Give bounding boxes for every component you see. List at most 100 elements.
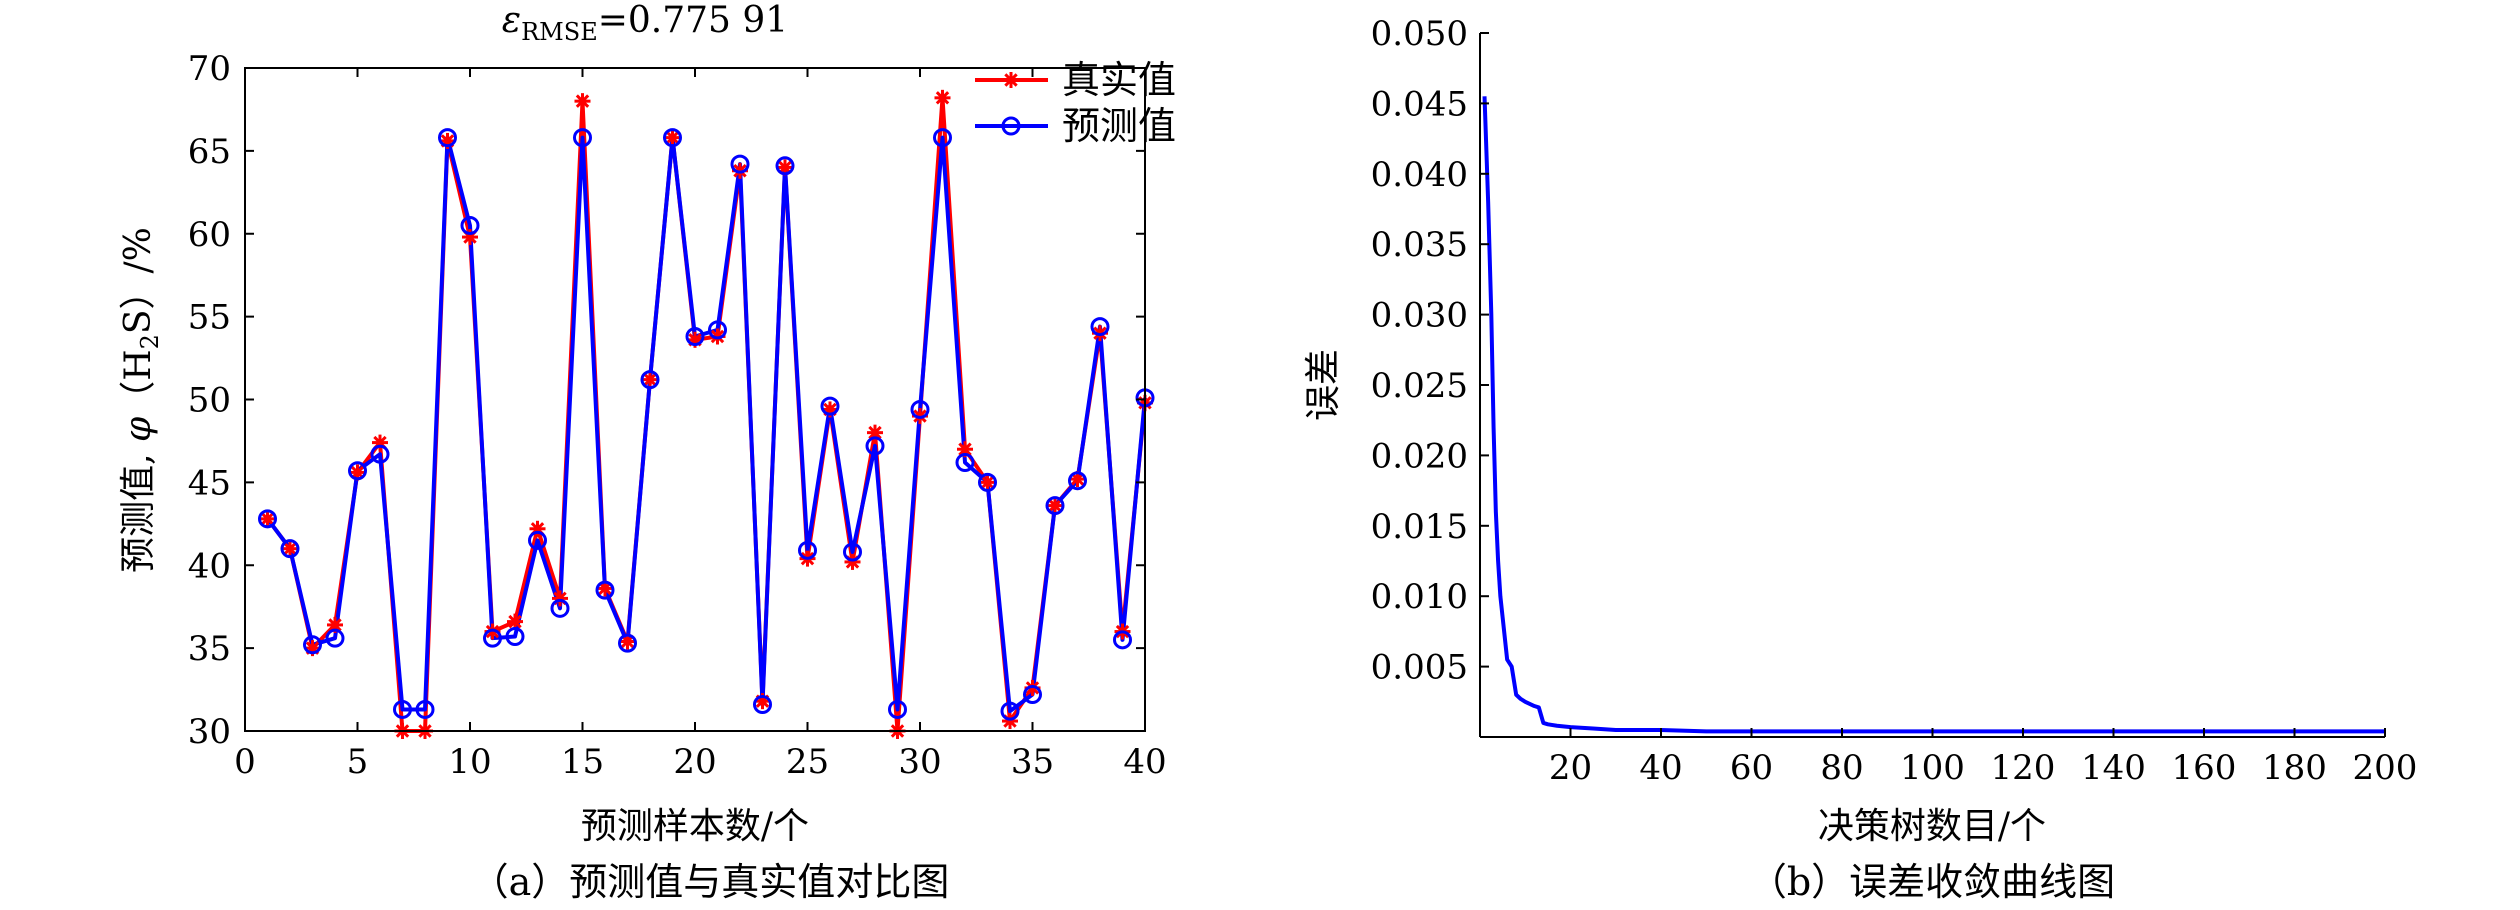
chart-a-ylabel: 预测值, φ（H2S）/% — [118, 227, 164, 573]
chart-a-x-tick-label: 10 — [448, 742, 491, 782]
chart-a-y-tick-label: 65 — [188, 132, 231, 172]
series-pred-point — [550, 598, 570, 618]
chart-a-y-tick-label: 40 — [188, 546, 231, 586]
chart-b-x-tick-label: 40 — [1639, 748, 1682, 788]
chart-b-y-tick-label: 0.045 — [1371, 84, 1468, 124]
series-pred-point — [573, 128, 592, 148]
series-pred-point — [1113, 630, 1132, 650]
series-pred-point — [1068, 471, 1087, 491]
chart-b-y-tick-label: 0.020 — [1371, 436, 1468, 476]
series-pred-point — [393, 699, 412, 719]
series-pred-point — [798, 540, 817, 560]
series-pred-point — [888, 699, 907, 719]
legend-marker-real — [1003, 72, 1019, 88]
chart-a-ylabel-part-3: （H — [118, 349, 159, 416]
chart-a-x-tick-label: 40 — [1123, 742, 1166, 782]
panel-a-chart: εRMSE=0.775 91 0 5 10 15 20 25 30 35 40 30 35 40 45 5… — [118, 0, 1176, 904]
chart-b-x-tick-label: 60 — [1730, 748, 1773, 788]
chart-a-ylabel-phi: φ — [118, 416, 159, 442]
series-real-point — [507, 613, 523, 630]
series-pred-point — [415, 699, 435, 719]
chart-b-y-tick-label: 0.040 — [1371, 155, 1468, 195]
chart-a-legend: 真实值 预测值 — [975, 58, 1176, 148]
chart-a-x-tick-label: 15 — [561, 742, 604, 782]
series-pred-point — [775, 156, 795, 176]
chart-a-y-tick-label: 35 — [188, 629, 231, 669]
chart-a-ylabel-part-5: S）/% — [118, 227, 159, 334]
series-pred-line — [265, 135, 1147, 714]
series-error-line — [1482, 96, 2385, 734]
chart-b-xlabel: 决策树数目/个 — [1818, 806, 2046, 847]
chart-b-y-tick-label: 0.015 — [1371, 507, 1468, 547]
series-pred-point — [1023, 685, 1042, 705]
legend-label-pred: 预测值 — [1062, 104, 1176, 148]
chart-a-y-tick-label: 50 — [188, 381, 231, 421]
chart-a-ylabel-sub-2: 2 — [136, 334, 164, 349]
chart-a-y-tick-label: 55 — [188, 298, 231, 338]
chart-a-title-subscript: RMSE — [521, 18, 598, 46]
chart-a-title: εRMSE=0.775 91 — [502, 0, 788, 46]
series-real-point — [574, 93, 591, 110]
series-pred-point — [595, 580, 615, 600]
chart-a-y-tick-label: 30 — [188, 712, 231, 752]
series-real-point — [1047, 497, 1063, 514]
chart-b-ylabel: 误差 — [1303, 349, 1344, 421]
chart-a-y-tick-label: 60 — [188, 215, 231, 255]
chart-a-x-tick-label: 25 — [786, 742, 829, 782]
series-pred-point — [1090, 317, 1110, 337]
chart-b-y-tick-label: 0.050 — [1371, 14, 1468, 54]
series-pred-point — [438, 128, 457, 148]
chart-b-x-tick-label: 100 — [1900, 748, 1965, 788]
series-real-point — [259, 510, 276, 527]
series-pred-point — [663, 128, 682, 148]
chart-b-caption: （b）误差收敛曲线图 — [1749, 860, 2115, 904]
chart-a-title-epsilon: ε — [502, 0, 521, 41]
series-pred-point — [1000, 701, 1020, 721]
chart-b-y-tick-label: 0.010 — [1371, 577, 1468, 617]
series-real-point — [934, 89, 951, 106]
series-pred-point — [955, 452, 975, 472]
chart-a-x-tick-label: 0 — [234, 742, 256, 782]
series-pred-point — [640, 370, 660, 390]
chart-b-y-tick-label: 0.030 — [1371, 296, 1468, 336]
chart-a-x-tick-label: 30 — [898, 742, 941, 782]
chart-b-y-tick-label: 0.035 — [1371, 225, 1468, 265]
series-real-point — [282, 540, 298, 557]
series-pred-point — [258, 509, 277, 529]
series-pred-point — [528, 530, 547, 550]
series-real-point — [979, 474, 996, 491]
series-pred-point — [708, 320, 727, 340]
series-pred-point — [910, 399, 930, 419]
chart-a-title-value: =0.775 91 — [598, 0, 788, 41]
panel-b-chart: 20 40 60 80 100 120 140 160 180 200 0.005 0.010 0.01… — [1303, 14, 2417, 904]
chart-b-x-tick-label: 140 — [2081, 748, 2146, 788]
series-pred-point — [280, 539, 300, 559]
chart-a-x-tick-label: 5 — [347, 742, 369, 782]
chart-b-x-tick-label: 120 — [1991, 748, 2056, 788]
chart-a-y-tick-label: 70 — [188, 49, 231, 89]
series-pred-point — [348, 461, 367, 481]
chart-a-plot-frame — [244, 67, 1146, 732]
series-pred-point — [325, 628, 345, 648]
series-pred-point — [685, 327, 705, 347]
series-pred-point — [978, 472, 997, 492]
series-pred-point — [753, 694, 772, 714]
chart-b-x-tick-label: 180 — [2262, 748, 2327, 788]
series-pred-point — [933, 128, 952, 148]
chart-a-y-tick-label: 45 — [188, 463, 231, 503]
series-pred-point — [820, 396, 840, 416]
legend-marker-real-asterisk — [1003, 72, 1019, 88]
legend-marker-pred — [1001, 116, 1021, 136]
chart-b-y-tick-label: 0.005 — [1371, 648, 1468, 688]
series-pred-point — [730, 154, 750, 174]
chart-b-x-tick-label: 160 — [2172, 748, 2237, 788]
series-real-point — [664, 129, 681, 146]
series-pred-point — [483, 628, 502, 648]
series-real-point — [642, 371, 658, 388]
series-pred-point — [303, 635, 322, 655]
series-pred-point — [370, 444, 390, 464]
chart-a-x-tick-label: 20 — [673, 742, 716, 782]
chart-b-x-tick-label: 80 — [1820, 748, 1863, 788]
chart-a-caption: （a）预测值与真实值对比图 — [471, 860, 950, 904]
series-pred-point — [618, 633, 637, 653]
